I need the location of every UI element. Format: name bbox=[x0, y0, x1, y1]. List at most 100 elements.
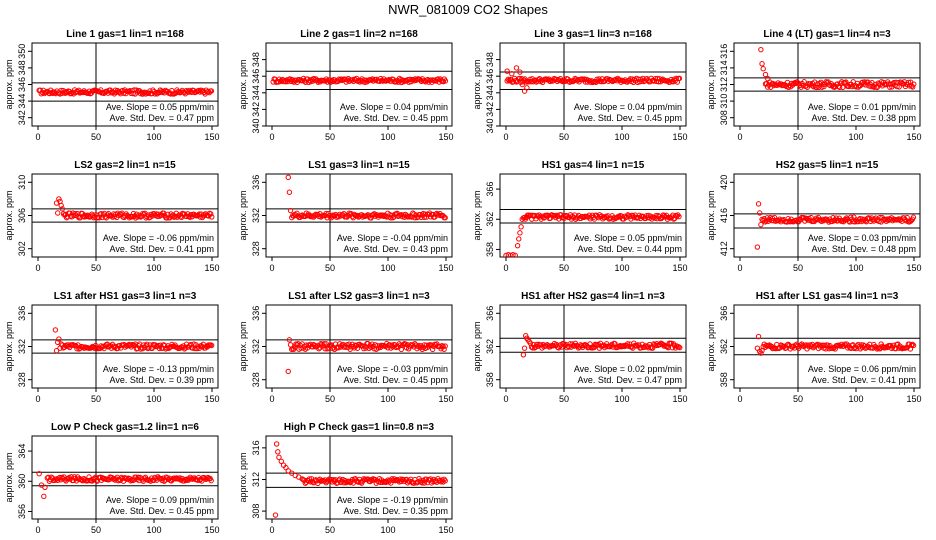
data-point bbox=[42, 484, 48, 491]
y-tick-label: 340 bbox=[485, 118, 495, 133]
data-point bbox=[276, 454, 282, 461]
panel-title: Low P Check gas=1.2 lin=1 n=6 bbox=[51, 422, 199, 433]
x-tick-label: 100 bbox=[614, 394, 629, 404]
data-point bbox=[442, 343, 448, 349]
data-point bbox=[59, 206, 66, 212]
data-point bbox=[286, 189, 293, 195]
y-tick-label: 332 bbox=[251, 208, 261, 223]
panel-5: LS2 gas=2 lin=1 n=15 0 50 100 150 302 306 310ap… bbox=[4, 160, 220, 273]
data-point bbox=[512, 252, 518, 257]
data-point bbox=[115, 477, 121, 484]
panel-title: LS2 gas=2 lin=1 n=15 bbox=[74, 160, 176, 171]
data-point bbox=[161, 478, 167, 484]
y-tick-label: 344 bbox=[485, 85, 495, 100]
data-point bbox=[442, 214, 448, 221]
data-point bbox=[638, 345, 644, 351]
y-axis-label: approx. ppm bbox=[4, 452, 14, 502]
stddev-annotation: Ave. Std. Dev. = 0.41 ppm bbox=[110, 244, 214, 254]
data-point bbox=[130, 210, 137, 217]
y-axis-label: approx. ppm bbox=[238, 190, 248, 240]
data-point bbox=[524, 85, 530, 91]
y-tick-label: 366 bbox=[719, 306, 729, 321]
data-point bbox=[208, 342, 215, 349]
y-tick-label: 412 bbox=[719, 241, 729, 256]
slope-annotation: Ave. Slope = 0.06 ppm/min bbox=[808, 364, 916, 374]
y-tick-label: 306 bbox=[17, 208, 27, 223]
y-tick-label: 356 bbox=[17, 504, 27, 519]
data-point bbox=[760, 66, 766, 72]
y-tick-label: 340 bbox=[251, 118, 261, 133]
x-tick-label: 100 bbox=[614, 132, 629, 142]
x-tick-label: 150 bbox=[204, 132, 219, 142]
data-point bbox=[273, 441, 280, 447]
data-point bbox=[521, 345, 528, 351]
data-point bbox=[517, 69, 523, 75]
x-tick-label: 100 bbox=[380, 132, 395, 142]
data-point bbox=[547, 78, 553, 85]
y-tick-label: 342 bbox=[17, 110, 27, 125]
panel-4: Line 4 (LT) gas=1 lin=4 n=30 50 100 1503083… bbox=[706, 29, 922, 142]
data-point bbox=[287, 207, 294, 214]
data-point bbox=[275, 449, 281, 455]
y-tick-label: 346 bbox=[17, 77, 27, 92]
stddev-annotation: Ave. Std. Dev. = 0.43 ppm bbox=[344, 244, 448, 254]
stddev-annotation: Ave. Std. Dev. = 0.45 ppm bbox=[344, 113, 448, 123]
data-points bbox=[285, 337, 448, 375]
data-point bbox=[129, 213, 136, 220]
slope-annotation: Ave. Slope = -0.06 ppm/min bbox=[103, 233, 214, 243]
data-point bbox=[197, 214, 203, 220]
y-axis-label: approx. ppm bbox=[4, 59, 14, 109]
data-point bbox=[56, 336, 62, 342]
data-point bbox=[50, 90, 56, 96]
y-tick-label: 316 bbox=[251, 440, 261, 455]
y-tick-label: 358 bbox=[719, 372, 729, 387]
data-point bbox=[858, 342, 865, 348]
data-points bbox=[285, 174, 448, 221]
data-point bbox=[911, 81, 917, 87]
data-point bbox=[140, 210, 146, 217]
x-tick-label: 150 bbox=[438, 525, 453, 535]
panel-13: Low P Check gas=1.2 lin=1 n=6 0 50 100 150 35… bbox=[4, 422, 220, 535]
y-axis-label: approx. ppm bbox=[472, 190, 482, 240]
y-tick-label: 348 bbox=[17, 60, 27, 75]
slope-annotation: Ave. Slope = 0.05 ppm/min bbox=[106, 102, 214, 112]
y-axis-label: approx. ppm bbox=[238, 452, 248, 502]
x-tick-label: 50 bbox=[91, 525, 101, 535]
data-point bbox=[36, 471, 42, 477]
plot-frame bbox=[499, 173, 687, 258]
panel-title: Line 4 (LT) gas=1 lin=4 n=3 bbox=[763, 29, 891, 40]
data-point bbox=[908, 342, 915, 348]
data-points bbox=[504, 65, 683, 94]
y-axis-label: approx. ppm bbox=[238, 321, 248, 371]
data-point bbox=[41, 493, 47, 500]
x-tick-label: 0 bbox=[503, 132, 508, 142]
data-points bbox=[52, 327, 215, 354]
data-point bbox=[910, 214, 917, 220]
data-point bbox=[755, 201, 762, 207]
data-points bbox=[520, 333, 683, 358]
data-point bbox=[58, 202, 64, 209]
data-points bbox=[758, 46, 917, 91]
y-tick-label: 308 bbox=[719, 110, 729, 125]
y-tick-label: 336 bbox=[251, 175, 261, 190]
stddev-annotation: Ave. Std. Dev. = 0.45 ppm bbox=[110, 506, 214, 516]
x-tick-label: 0 bbox=[35, 132, 40, 142]
slope-annotation: Ave. Slope = -0.03 ppm/min bbox=[337, 364, 448, 374]
panel-title: HS1 after HS2 gas=4 lin=1 n=3 bbox=[521, 291, 665, 302]
x-tick-label: 0 bbox=[737, 394, 742, 404]
x-tick-label: 150 bbox=[204, 525, 219, 535]
y-tick-label: 344 bbox=[251, 85, 261, 100]
y-tick-label: 364 bbox=[17, 444, 27, 459]
data-point bbox=[813, 84, 820, 91]
data-point bbox=[603, 213, 609, 219]
panel-9: LS1 after HS1 gas=3 lin=1 n=3 0 50 100 150 32… bbox=[4, 291, 220, 404]
data-point bbox=[823, 79, 829, 85]
data-point bbox=[909, 341, 916, 348]
stddev-annotation: Ave. Std. Dev. = 0.48 ppm bbox=[812, 244, 916, 254]
data-point bbox=[513, 65, 520, 71]
panel-title: LS1 after HS1 gas=3 lin=1 n=3 bbox=[54, 291, 197, 302]
x-tick-label: 150 bbox=[906, 394, 921, 404]
stddev-annotation: Ave. Std. Dev. = 0.45 ppm bbox=[578, 113, 682, 123]
panel-title: LS1 gas=3 lin=1 n=15 bbox=[308, 160, 410, 171]
stddev-annotation: Ave. Std. Dev. = 0.44 ppm bbox=[578, 244, 682, 254]
